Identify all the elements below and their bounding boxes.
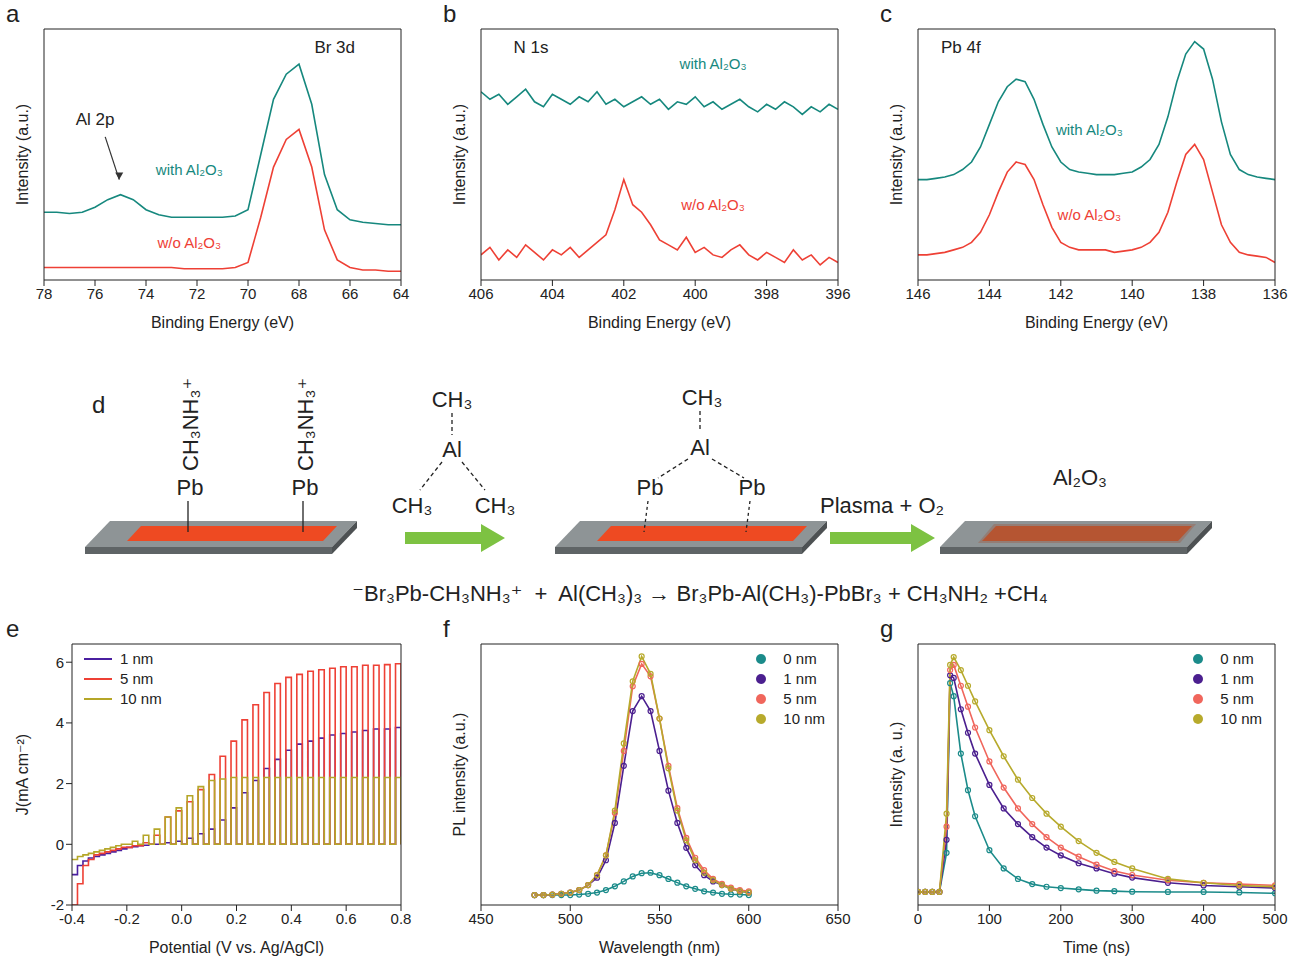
html-text:g: g [880,615,894,642]
svg-text:146: 146 [905,285,930,302]
svg-text:Pb: Pb [177,475,204,500]
svg-text:4: 4 [56,714,64,731]
svg-text:Wavelength (nm): Wavelength (nm) [599,939,720,956]
svg-text:CH₃NH₃⁺: CH₃NH₃⁺ [293,378,318,471]
svg-text:0.0: 0.0 [171,910,192,927]
html-text:f: f [443,615,450,642]
svg-text:0: 0 [914,910,922,927]
svg-text:-0.2: -0.2 [114,910,140,927]
svg-text:144: 144 [977,285,1002,302]
svg-text:-2: -2 [51,896,64,913]
svg-text:Intensity (a.u.): Intensity (a.u.) [451,104,468,205]
html-text:10 nm: 10 nm [1220,710,1262,727]
svg-text:Binding Energy (eV): Binding Energy (eV) [588,314,731,331]
svg-text:Binding Energy (eV): Binding Energy (eV) [1025,314,1168,331]
svg-text:0.8: 0.8 [391,910,412,927]
html-text:1 nm: 1 nm [120,650,154,667]
svg-text:78: 78 [36,285,53,302]
html-text:10 nm: 10 nm [783,710,825,727]
svg-text:400: 400 [1191,910,1216,927]
svg-text:Intensity (a. u.): Intensity (a. u.) [888,722,905,828]
svg-text:140: 140 [1120,285,1145,302]
svg-text:74: 74 [138,285,155,302]
svg-text:Binding Energy (eV): Binding Energy (eV) [151,314,294,331]
svg-text:Intensity (a.u.): Intensity (a.u.) [888,104,905,205]
svg-text:Br 3d: Br 3d [314,38,355,57]
svg-text:Potential (V vs. Ag/AgCl): Potential (V vs. Ag/AgCl) [149,939,324,956]
svg-text:Intensity (a.u.): Intensity (a.u.) [14,104,31,205]
svg-text:CH₃: CH₃ [432,387,473,412]
svg-text:-0.4: -0.4 [59,909,85,927]
svg-text:650: 650 [825,910,850,927]
svg-text:Pb: Pb [637,475,664,500]
svg-text:0.4: 0.4 [281,910,302,927]
html-text:5 nm: 5 nm [120,670,154,687]
svg-text:with Al₂O₃: with Al₂O₃ [679,55,747,72]
svg-text:600: 600 [736,910,761,927]
svg-text:CH₃: CH₃ [475,493,516,518]
svg-text:Plasma + O₂: Plasma + O₂ [820,493,944,518]
svg-text:Time (ns): Time (ns) [1063,939,1130,956]
svg-text:Pb: Pb [292,475,319,500]
html-text:5 nm: 5 nm [1220,690,1254,707]
svg-text:64: 64 [393,285,410,302]
html-text:b: b [443,0,457,27]
html-text:1 nm: 1 nm [783,670,817,687]
svg-text:72: 72 [189,285,206,302]
svg-text:N 1s: N 1s [513,38,548,57]
svg-text:66: 66 [342,285,359,302]
svg-text:450: 450 [468,910,493,927]
svg-text:138: 138 [1191,285,1216,302]
svg-text:Al: Al [442,437,462,462]
svg-text:70: 70 [240,285,257,302]
svg-text:⁻Br₃Pb-CH₃NH₃⁺ + Al(CH₃)₃ →: ⁻Br₃Pb-CH₃NH₃⁺ + Al(CH₃)₃ → Br₃Pb-Al(CH₃… [352,581,1047,606]
svg-text:0: 0 [56,836,64,853]
svg-text:400: 400 [683,285,708,302]
svg-text:2: 2 [56,775,64,792]
svg-text:100: 100 [977,910,1002,927]
svg-text:300: 300 [1120,910,1145,927]
svg-text:396: 396 [825,285,850,302]
svg-text:d: d [92,391,105,418]
html-text:1 nm: 1 nm [1220,670,1254,687]
svg-text:CH₃: CH₃ [682,385,723,410]
svg-text:Al 2p: Al 2p [76,110,115,129]
svg-text:142: 142 [1048,285,1073,302]
svg-text:200: 200 [1048,910,1073,927]
svg-text:w/o Al₂O₃: w/o Al₂O₃ [1057,206,1122,223]
svg-text:Pb: Pb [739,475,766,500]
svg-text:402: 402 [611,285,636,302]
svg-text:406: 406 [468,285,493,302]
svg-text:Al₂O₃: Al₂O₃ [1053,465,1107,490]
html-text:0 nm: 0 nm [783,650,817,667]
html-text:0 nm: 0 nm [1220,650,1254,667]
svg-text:w/o Al₂O₃: w/o Al₂O₃ [680,196,745,213]
svg-text:76: 76 [87,285,104,302]
svg-text:404: 404 [540,285,565,302]
svg-text:500: 500 [1262,910,1287,927]
svg-text:398: 398 [754,285,779,302]
svg-text:CH₃NH₃⁺: CH₃NH₃⁺ [178,378,203,471]
svg-text:0.6: 0.6 [336,910,357,927]
html-text:a: a [6,0,20,27]
svg-text:w/o Al₂O₃: w/o Al₂O₃ [157,234,222,251]
svg-text:68: 68 [291,285,308,302]
svg-text:Pb 4f: Pb 4f [941,38,981,57]
svg-text:Al: Al [690,435,710,460]
svg-text:CH₃: CH₃ [392,493,433,518]
html-text:e: e [6,615,20,642]
svg-text:136: 136 [1262,285,1287,302]
svg-text:6: 6 [56,654,64,671]
svg-text:0.2: 0.2 [226,910,247,927]
html-text:5 nm: 5 nm [783,690,817,707]
svg-text:550: 550 [647,910,672,927]
svg-text:with Al₂O₃: with Al₂O₃ [155,161,223,178]
svg-text:J(mA cm⁻²): J(mA cm⁻²) [14,734,31,815]
html-text:10 nm: 10 nm [120,690,162,707]
svg-text:500: 500 [558,910,583,927]
svg-text:PL intensity (a.u.): PL intensity (a.u.) [451,713,468,837]
html-text:c: c [880,0,892,27]
svg-text:with Al₂O₃: with Al₂O₃ [1055,121,1123,138]
